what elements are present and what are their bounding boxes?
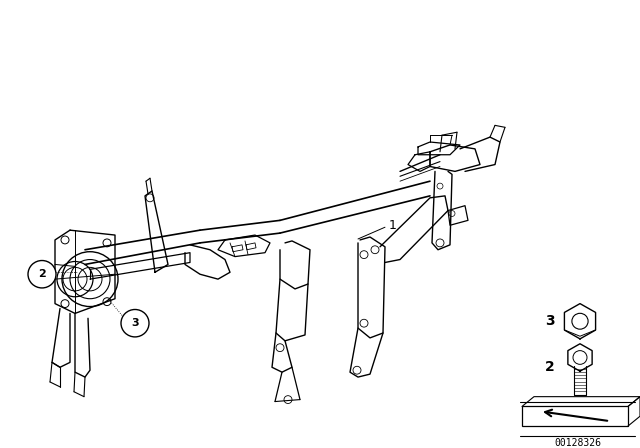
Circle shape [121,310,149,337]
Text: 1: 1 [389,219,397,232]
Text: 2: 2 [545,360,555,374]
Text: 2: 2 [38,269,46,279]
Text: 3: 3 [131,318,139,328]
Text: 3: 3 [545,314,555,328]
Text: 00128326: 00128326 [554,438,602,448]
Circle shape [28,261,56,288]
